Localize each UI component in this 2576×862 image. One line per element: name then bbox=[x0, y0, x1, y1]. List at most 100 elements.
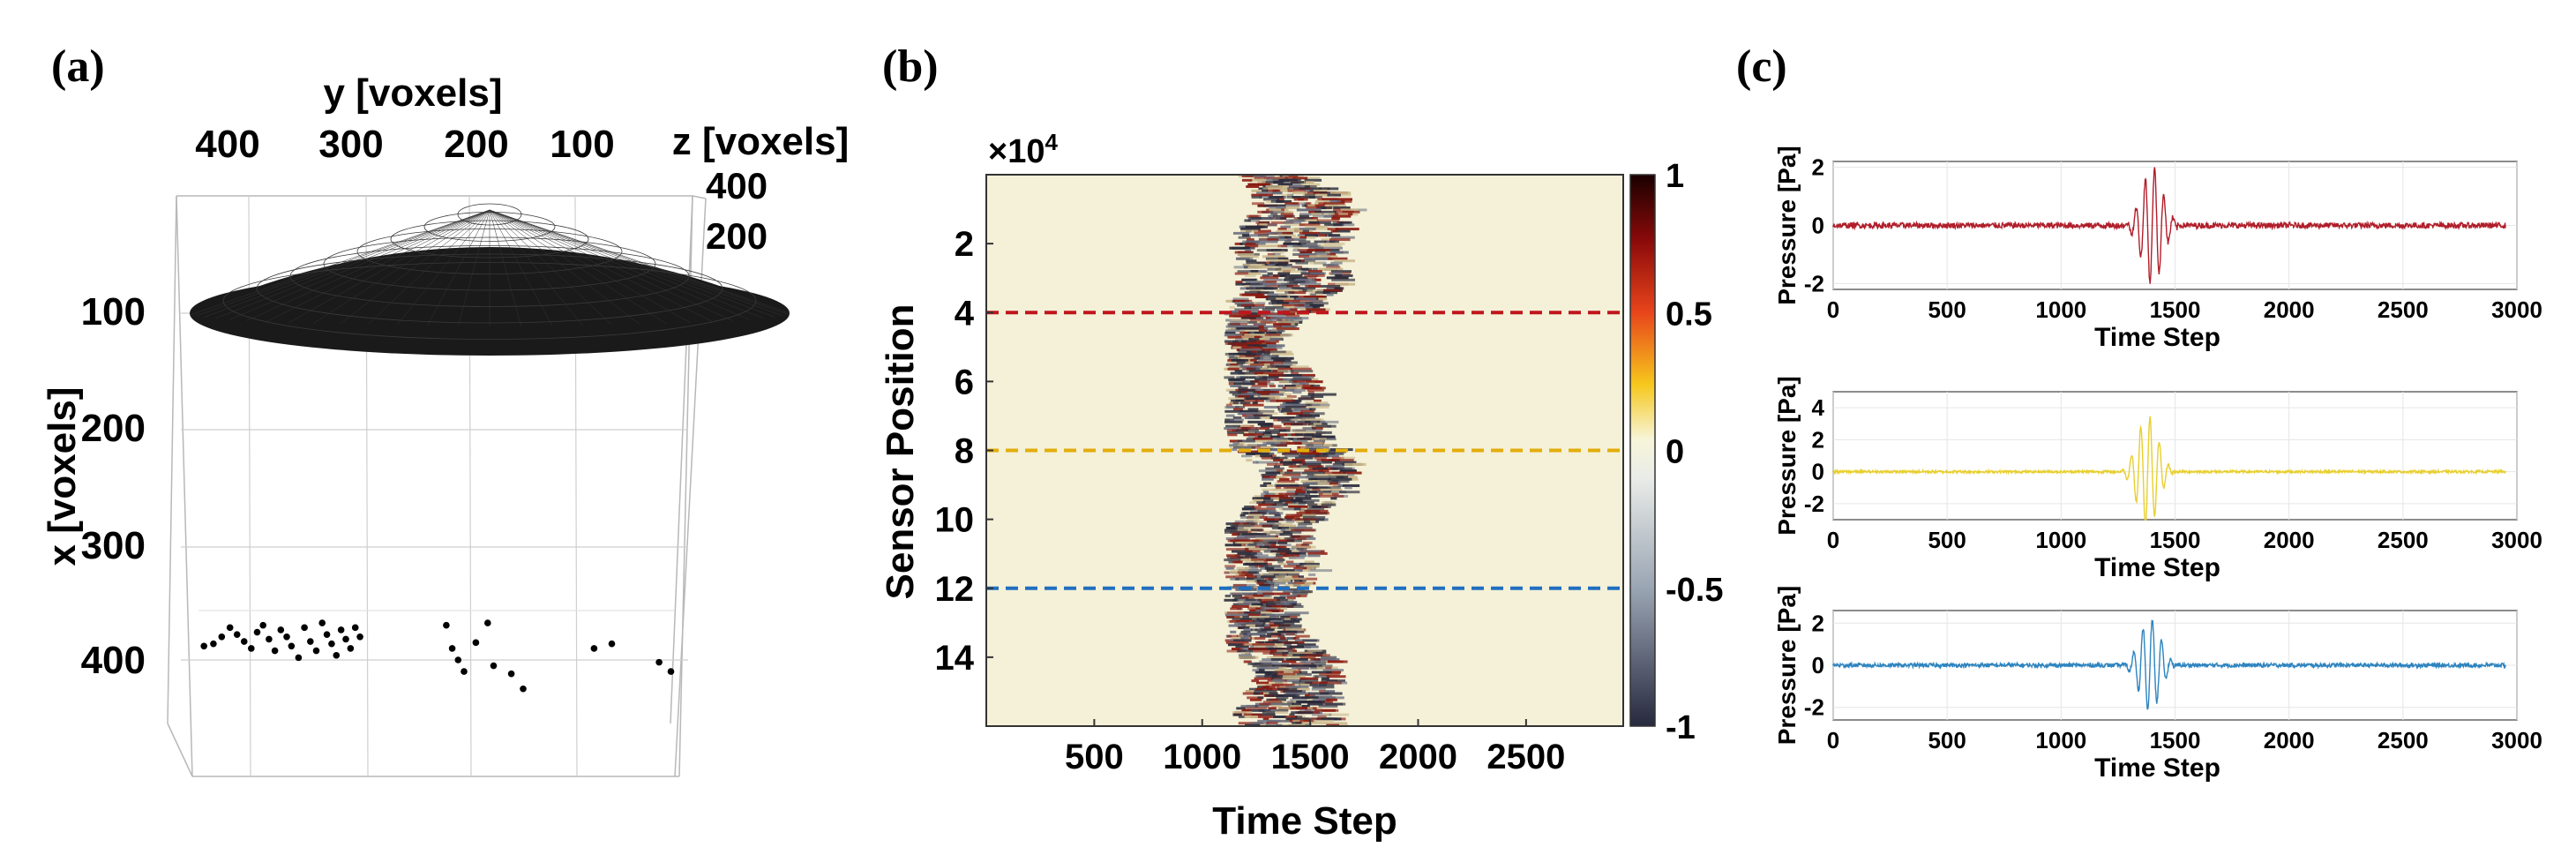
heatmap-cell bbox=[1286, 686, 1301, 689]
heatmap-cell bbox=[1308, 692, 1329, 695]
heatmap-cell bbox=[1321, 285, 1341, 289]
heatmap-cell bbox=[1240, 409, 1262, 413]
heatmap-cell bbox=[1299, 414, 1312, 417]
heatmap-cell bbox=[1284, 613, 1300, 617]
heatmap-cell bbox=[1276, 603, 1290, 606]
heatmap-cell bbox=[1315, 435, 1335, 438]
heatmap-cell bbox=[1245, 598, 1262, 602]
heatmap-cell bbox=[1297, 524, 1307, 528]
heatmap-cell bbox=[1285, 569, 1295, 573]
heatmap-cell bbox=[1293, 527, 1300, 530]
heatmap-cell bbox=[1254, 580, 1267, 583]
heatmap-cell bbox=[1290, 181, 1305, 184]
heatmap-cell bbox=[1224, 598, 1239, 602]
heatmap-cell bbox=[1286, 596, 1296, 600]
heatmap-cell bbox=[1288, 556, 1305, 559]
heatmap-cell bbox=[1282, 403, 1307, 407]
heatmap-cell bbox=[1265, 645, 1282, 648]
heatmap-cell bbox=[1254, 671, 1278, 674]
heatmap-cell bbox=[1245, 244, 1259, 248]
heatmap-cell bbox=[1237, 528, 1262, 532]
heatmap-cell bbox=[1274, 622, 1295, 626]
heatmap-cell bbox=[1238, 569, 1262, 573]
heatmap-cell bbox=[1239, 513, 1246, 517]
heatmap-cell bbox=[1235, 281, 1243, 284]
heatmap-cell bbox=[1292, 575, 1300, 579]
heatmap-cell bbox=[1265, 429, 1286, 432]
heatmap-cell bbox=[1247, 344, 1268, 348]
heatmap-cell bbox=[1292, 535, 1311, 538]
heatmap-cell bbox=[1244, 334, 1269, 337]
heatmap-cell bbox=[1254, 554, 1269, 558]
heatmap-cell bbox=[1232, 344, 1257, 348]
heatmap-cell bbox=[1314, 251, 1329, 254]
heatmap-cell bbox=[1304, 581, 1314, 585]
heatmap-cell bbox=[1302, 513, 1316, 517]
heatmap-cell bbox=[1272, 693, 1296, 697]
heatmap-cell bbox=[1256, 560, 1264, 564]
heatmap-cell bbox=[1274, 378, 1284, 381]
heatmap-cell bbox=[1314, 225, 1325, 229]
heatmap-cell bbox=[1247, 518, 1260, 521]
heatmap-cell bbox=[1230, 569, 1249, 573]
heatmap-cell bbox=[1333, 193, 1352, 197]
trace-line bbox=[1832, 416, 2506, 521]
heatmap-cell bbox=[1268, 571, 1289, 574]
heatmap-cell bbox=[1340, 208, 1359, 212]
trace-xtick-label: 3000 bbox=[2491, 527, 2542, 553]
heatmap-cell bbox=[1299, 719, 1314, 723]
heatmap-cell bbox=[1297, 217, 1314, 221]
heatmap-cell bbox=[1276, 206, 1286, 210]
heatmap-cell bbox=[1325, 465, 1344, 468]
heatmap-cell bbox=[1277, 643, 1292, 647]
heatmap-cell bbox=[1225, 388, 1238, 392]
heatmap-cell bbox=[1301, 267, 1309, 271]
heatmap-cell bbox=[1285, 386, 1302, 390]
heatmap-cell bbox=[1265, 341, 1277, 345]
heatmap-cell bbox=[1298, 304, 1322, 307]
heatmap-cell bbox=[1266, 722, 1278, 725]
heatmap-cell bbox=[1243, 263, 1265, 266]
heatmap-cell bbox=[1304, 560, 1314, 564]
heatmap-cell bbox=[1309, 261, 1322, 265]
heatmap-cell bbox=[1278, 492, 1298, 496]
heatmap-cell bbox=[1302, 482, 1326, 485]
heatmap-cell bbox=[1289, 308, 1298, 311]
heatmap-cell bbox=[1270, 658, 1284, 662]
heatmap-cell bbox=[1244, 291, 1262, 295]
heatmap-cell bbox=[1272, 679, 1285, 683]
heatmap-cell bbox=[1273, 359, 1285, 363]
heatmap-cell bbox=[1314, 420, 1339, 424]
heatmap-cell bbox=[1273, 622, 1284, 626]
heatmap-cell bbox=[1230, 319, 1250, 322]
heatmap-cell bbox=[1253, 414, 1273, 417]
heatmap-cell bbox=[1250, 556, 1258, 559]
heatmap-cell bbox=[1306, 654, 1330, 657]
heatmap-cell bbox=[1246, 459, 1253, 462]
heatmap-cell bbox=[1245, 690, 1256, 693]
heatmap-cell bbox=[1242, 708, 1265, 712]
heatmap-cell bbox=[1311, 213, 1322, 216]
heatmap-cell bbox=[1276, 229, 1299, 233]
heatmap-marker-lines bbox=[986, 311, 1623, 590]
heatmap-cell bbox=[1295, 543, 1308, 547]
heatmap-cell bbox=[1235, 619, 1254, 623]
heatmap-cell bbox=[1254, 378, 1268, 381]
heatmap-cell bbox=[1239, 573, 1247, 576]
heatmap-cell bbox=[1284, 291, 1295, 295]
heatmap-cell bbox=[1286, 537, 1307, 541]
heatmap-cell bbox=[1256, 178, 1278, 182]
heatmap-cell bbox=[1248, 565, 1259, 568]
heatmap-cell bbox=[1301, 722, 1325, 725]
heatmap-cell bbox=[1340, 456, 1356, 460]
heatmap-cell bbox=[1286, 518, 1301, 521]
heatmap-cell bbox=[1271, 503, 1289, 506]
heatmap-cell bbox=[1278, 429, 1291, 432]
heatmap-cell bbox=[1295, 498, 1320, 502]
heatmap-cell bbox=[1311, 477, 1318, 481]
heatmap-cell bbox=[1269, 196, 1284, 199]
mesh-spoke bbox=[246, 209, 490, 321]
heatmap-cell bbox=[1299, 550, 1322, 553]
heatmap-cell bbox=[1291, 528, 1315, 532]
